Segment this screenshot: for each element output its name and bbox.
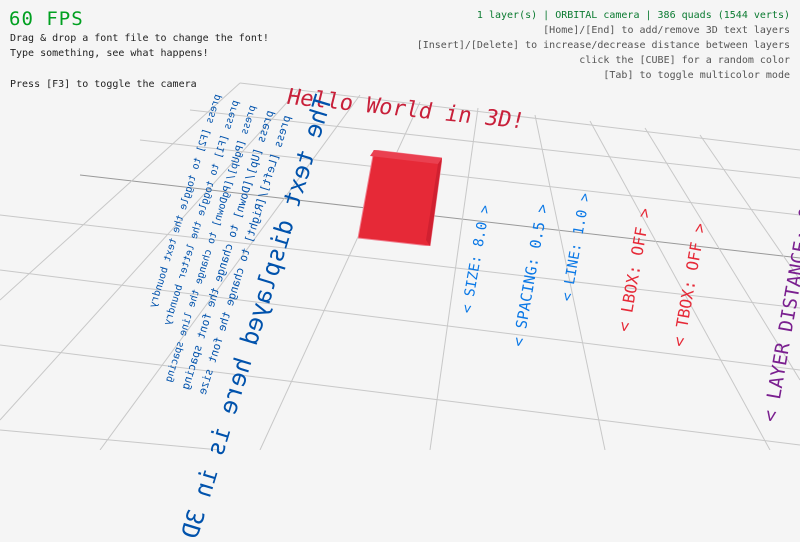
color-cube[interactable] xyxy=(357,149,443,247)
multicolor-help: [Tab] to toggle multicolor mode xyxy=(603,70,790,81)
camera-hint: Press [F3] to toggle the camera xyxy=(10,79,197,90)
fps-counter: 60 FPS xyxy=(9,8,84,30)
distance-help: [Insert]/[Delete] to increase/decrease d… xyxy=(416,40,790,51)
cube-help: click the [CUBE] for a random color xyxy=(579,55,790,66)
cube-shape[interactable] xyxy=(357,149,443,247)
type-hint: Type something, see what happens! xyxy=(10,48,209,59)
layers-help: [Home]/[End] to add/remove 3D text layer… xyxy=(543,25,790,36)
status-line: 1 layer(s) | ORBITAL camera | 386 quads … xyxy=(476,10,790,21)
drag-drop-hint: Drag & drop a font file to change the fo… xyxy=(10,33,269,44)
